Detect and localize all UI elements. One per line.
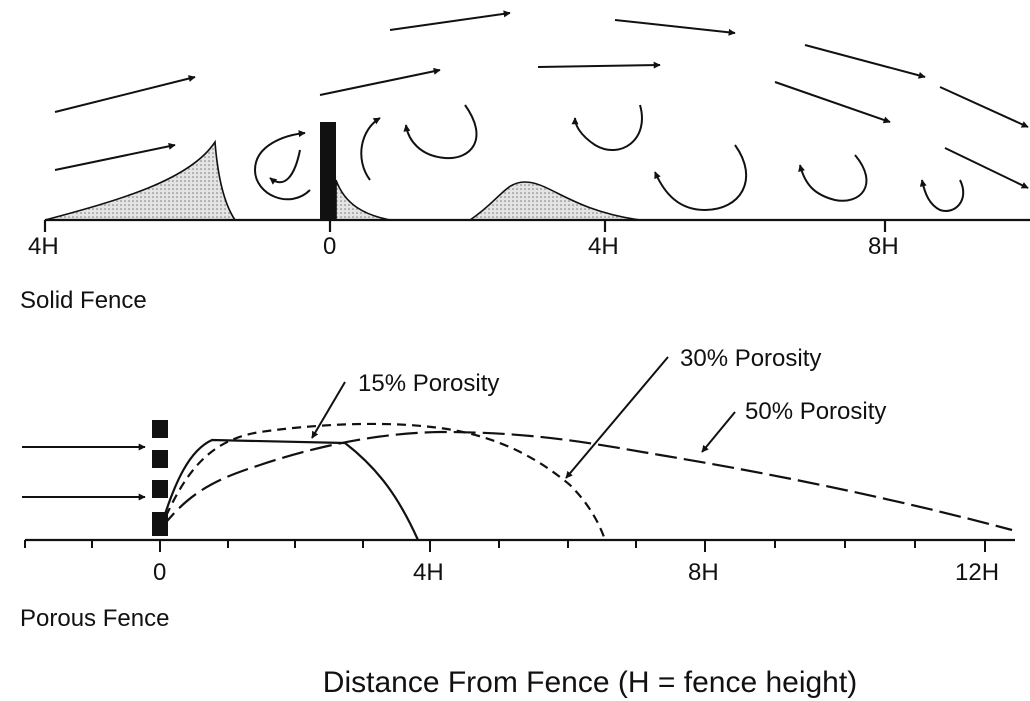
solid-ticks: 4H 0 4H 8H	[28, 233, 899, 260]
tick-label: 8H	[688, 559, 719, 586]
tick-label: 8H	[868, 233, 899, 260]
tick-label: 4H	[588, 233, 619, 260]
porous-ticks: 0 4H 8H 12H	[153, 559, 999, 586]
porous-label: Porous Fence	[20, 605, 169, 632]
caption: Distance From Fence (H = fence height)	[323, 666, 857, 699]
tick-label: 4H	[413, 559, 444, 586]
tick-label: 0	[323, 233, 336, 260]
annotation: 50% Porosity	[745, 398, 886, 425]
porous-fence-diagram	[22, 356, 1015, 552]
solid-fence-diagram	[43, 10, 1030, 232]
tick-label: 0	[153, 559, 166, 586]
annotation: 15% Porosity	[358, 370, 499, 397]
solid-label: Solid Fence	[20, 287, 147, 314]
annotation: 30% Porosity	[680, 345, 821, 372]
tick-label: 12H	[955, 559, 999, 586]
tick-label: 4H	[28, 233, 59, 260]
